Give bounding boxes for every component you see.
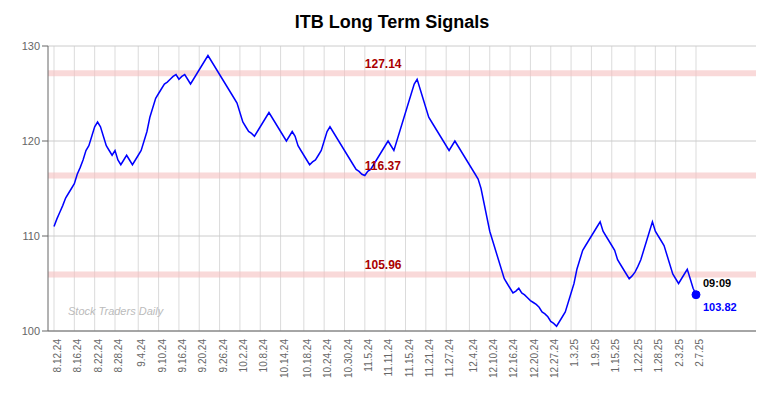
svg-text:1.28.25: 1.28.25 [653,339,664,373]
svg-text:10.30.24: 10.30.24 [343,339,354,378]
svg-text:9.20.24: 9.20.24 [197,339,208,373]
svg-text:8.12.24: 8.12.24 [52,339,63,373]
svg-text:9.4.24: 9.4.24 [136,339,147,367]
svg-text:10.18.24: 10.18.24 [302,339,313,378]
svg-text:12.16.24: 12.16.24 [508,339,519,378]
svg-text:105.96: 105.96 [365,258,402,272]
html-text:Stock Traders Daily: Stock Traders Daily [68,305,164,317]
svg-text:9.16.24: 9.16.24 [177,339,188,373]
svg-text:2.3.25: 2.3.25 [674,339,685,367]
svg-text:11.5.24: 11.5.24 [363,339,374,372]
svg-text:10.2.24: 10.2.24 [238,339,249,373]
svg-text:8.16.24: 8.16.24 [72,339,83,373]
svg-text:8.22.24: 8.22.24 [93,339,104,373]
svg-text:127.14: 127.14 [365,57,402,71]
svg-text:2.7.25: 2.7.25 [694,339,705,367]
svg-text:12.20.24: 12.20.24 [529,339,540,378]
svg-text:11.27.24: 11.27.24 [444,339,455,378]
html-text:ITB Long Term Signals: ITB Long Term Signals [294,12,490,32]
svg-text:12.27.24: 12.27.24 [549,339,560,378]
svg-text:10.24.24: 10.24.24 [322,339,333,378]
svg-text:9.10.24: 9.10.24 [157,339,168,373]
svg-text:120: 120 [22,135,40,147]
svg-text:116.37: 116.37 [365,159,401,173]
svg-text:11.11.24: 11.11.24 [383,339,394,377]
svg-text:12.4.24: 12.4.24 [468,339,479,373]
svg-text:100: 100 [22,325,40,337]
svg-text:8.28.24: 8.28.24 [113,339,124,373]
svg-text:1.3.25: 1.3.25 [569,339,580,367]
svg-text:11.21.24: 11.21.24 [424,339,435,378]
svg-text:12.10.24: 12.10.24 [488,339,499,378]
svg-text:130: 130 [22,40,40,52]
svg-text:1.15.25: 1.15.25 [610,339,621,373]
svg-text:10.8.24: 10.8.24 [258,339,269,373]
svg-text:110: 110 [22,230,40,242]
svg-text:10.14.24: 10.14.24 [279,339,290,378]
svg-text:1.9.25: 1.9.25 [590,339,601,367]
svg-text:103.82: 103.82 [703,301,737,313]
svg-text:09:09: 09:09 [703,277,731,289]
svg-text:9.26.24: 9.26.24 [218,339,229,373]
svg-text:1.22.25: 1.22.25 [633,339,644,373]
svg-text:11.15.24: 11.15.24 [404,339,415,378]
